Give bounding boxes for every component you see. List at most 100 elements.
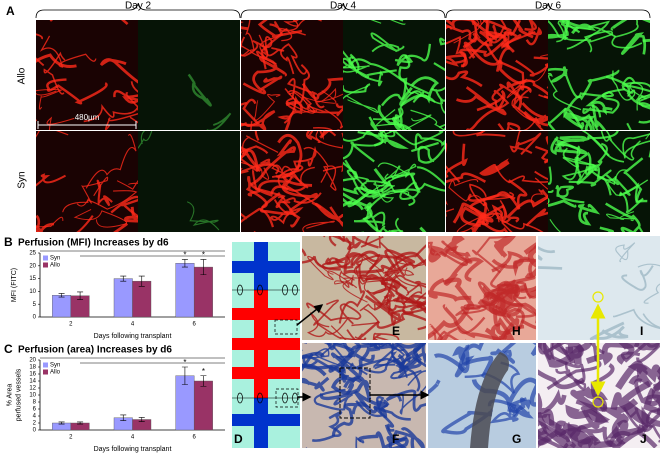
- vessel: [285, 78, 325, 111]
- vessel: [622, 406, 660, 432]
- vessel: [622, 133, 650, 159]
- vessel: [610, 20, 650, 43]
- vessel: [410, 109, 445, 130]
- vessel: [621, 76, 650, 94]
- vessel: [303, 146, 337, 191]
- vessel: [598, 398, 639, 445]
- vessel: [606, 429, 658, 448]
- marker-circle: [592, 291, 604, 303]
- error-bar: [138, 417, 145, 422]
- vessel: [245, 20, 277, 65]
- vessel: [548, 197, 577, 208]
- annotation: *: [183, 251, 186, 260]
- chart-title: Perfusion (area) Increases by d6: [18, 345, 172, 356]
- y-tick-label: 10: [29, 393, 36, 399]
- vessel: [429, 323, 450, 340]
- y-tick-label: 20: [29, 263, 36, 269]
- bracket: [35, 2, 241, 19]
- scale-label: 480µm: [75, 113, 100, 122]
- vessel: [62, 190, 138, 213]
- vessel: [530, 177, 548, 208]
- y-tick-label: 0: [33, 315, 37, 321]
- vessel: [254, 93, 281, 121]
- vessel: [380, 274, 426, 315]
- legend-swatch: [43, 262, 48, 268]
- vessel: [355, 396, 390, 418]
- vessel: [460, 279, 527, 321]
- vessel: [483, 41, 532, 94]
- day-header: Day 6: [535, 1, 562, 12]
- vessels: [538, 242, 660, 340]
- vessel: [574, 151, 595, 185]
- vessel: [548, 166, 552, 185]
- vessel: [355, 253, 389, 285]
- vessel: [301, 90, 337, 113]
- vessel: [499, 199, 544, 232]
- vessel: [436, 316, 486, 340]
- x-tick-label: 4: [131, 322, 135, 328]
- vessel: [257, 20, 303, 38]
- vessel: [412, 343, 426, 363]
- vessels: [428, 343, 536, 435]
- legend-swatch: [43, 255, 48, 261]
- vessel: [446, 20, 478, 43]
- vessel: [46, 78, 108, 105]
- vessel: [538, 389, 567, 415]
- panel-label: A: [6, 4, 15, 18]
- error-bar: [120, 414, 127, 421]
- error-bar: [200, 259, 207, 276]
- vessel: [524, 20, 542, 46]
- legend-label: Syn: [50, 256, 60, 262]
- vessel: [494, 165, 548, 184]
- y-tick-label: 4: [33, 414, 37, 420]
- x-tick-label: 4: [131, 435, 135, 441]
- vessel: [484, 322, 511, 340]
- panel-label: G: [512, 432, 521, 446]
- vessel: [615, 242, 636, 263]
- vessels: [428, 236, 536, 340]
- vessel: [330, 375, 372, 400]
- vessel: [271, 146, 317, 179]
- vessel: [471, 377, 536, 410]
- vessel: [353, 207, 386, 231]
- bracket: [240, 2, 446, 19]
- vessel: [334, 275, 368, 303]
- vessel: [271, 164, 315, 185]
- y-axis-label: perfused vessels: [15, 368, 22, 421]
- vessel: [73, 208, 128, 228]
- day-header: Day 4: [330, 1, 357, 12]
- vessels: [446, 131, 548, 232]
- vessel: [360, 217, 403, 232]
- vessel: [46, 116, 75, 130]
- vessel: [605, 202, 641, 232]
- vessel: [555, 185, 585, 204]
- vessel: [515, 59, 548, 77]
- vessel: [373, 291, 423, 311]
- vessel: [359, 343, 399, 369]
- vessel: [578, 203, 601, 226]
- x-tick-label: 2: [69, 435, 73, 441]
- vessel: [138, 131, 153, 150]
- vessel: [85, 133, 137, 189]
- vessel: [390, 301, 426, 326]
- vessels: [241, 20, 343, 130]
- vessel: [611, 70, 636, 101]
- vessel: [370, 32, 405, 53]
- vessel: [533, 56, 548, 67]
- vessel: [343, 192, 372, 211]
- vessel: [331, 401, 371, 437]
- vessel: [351, 303, 380, 327]
- panel-label: C: [4, 342, 13, 356]
- vessel: [495, 31, 522, 72]
- vessel: [302, 354, 348, 383]
- vessels: [138, 131, 220, 231]
- vessel: [104, 108, 138, 130]
- vessel: [506, 79, 548, 110]
- vessel: [618, 182, 644, 214]
- vessel: [497, 122, 521, 130]
- error-bar: [181, 366, 188, 385]
- vessel: [245, 176, 289, 209]
- vessel: [352, 163, 417, 206]
- vessel: [242, 75, 283, 95]
